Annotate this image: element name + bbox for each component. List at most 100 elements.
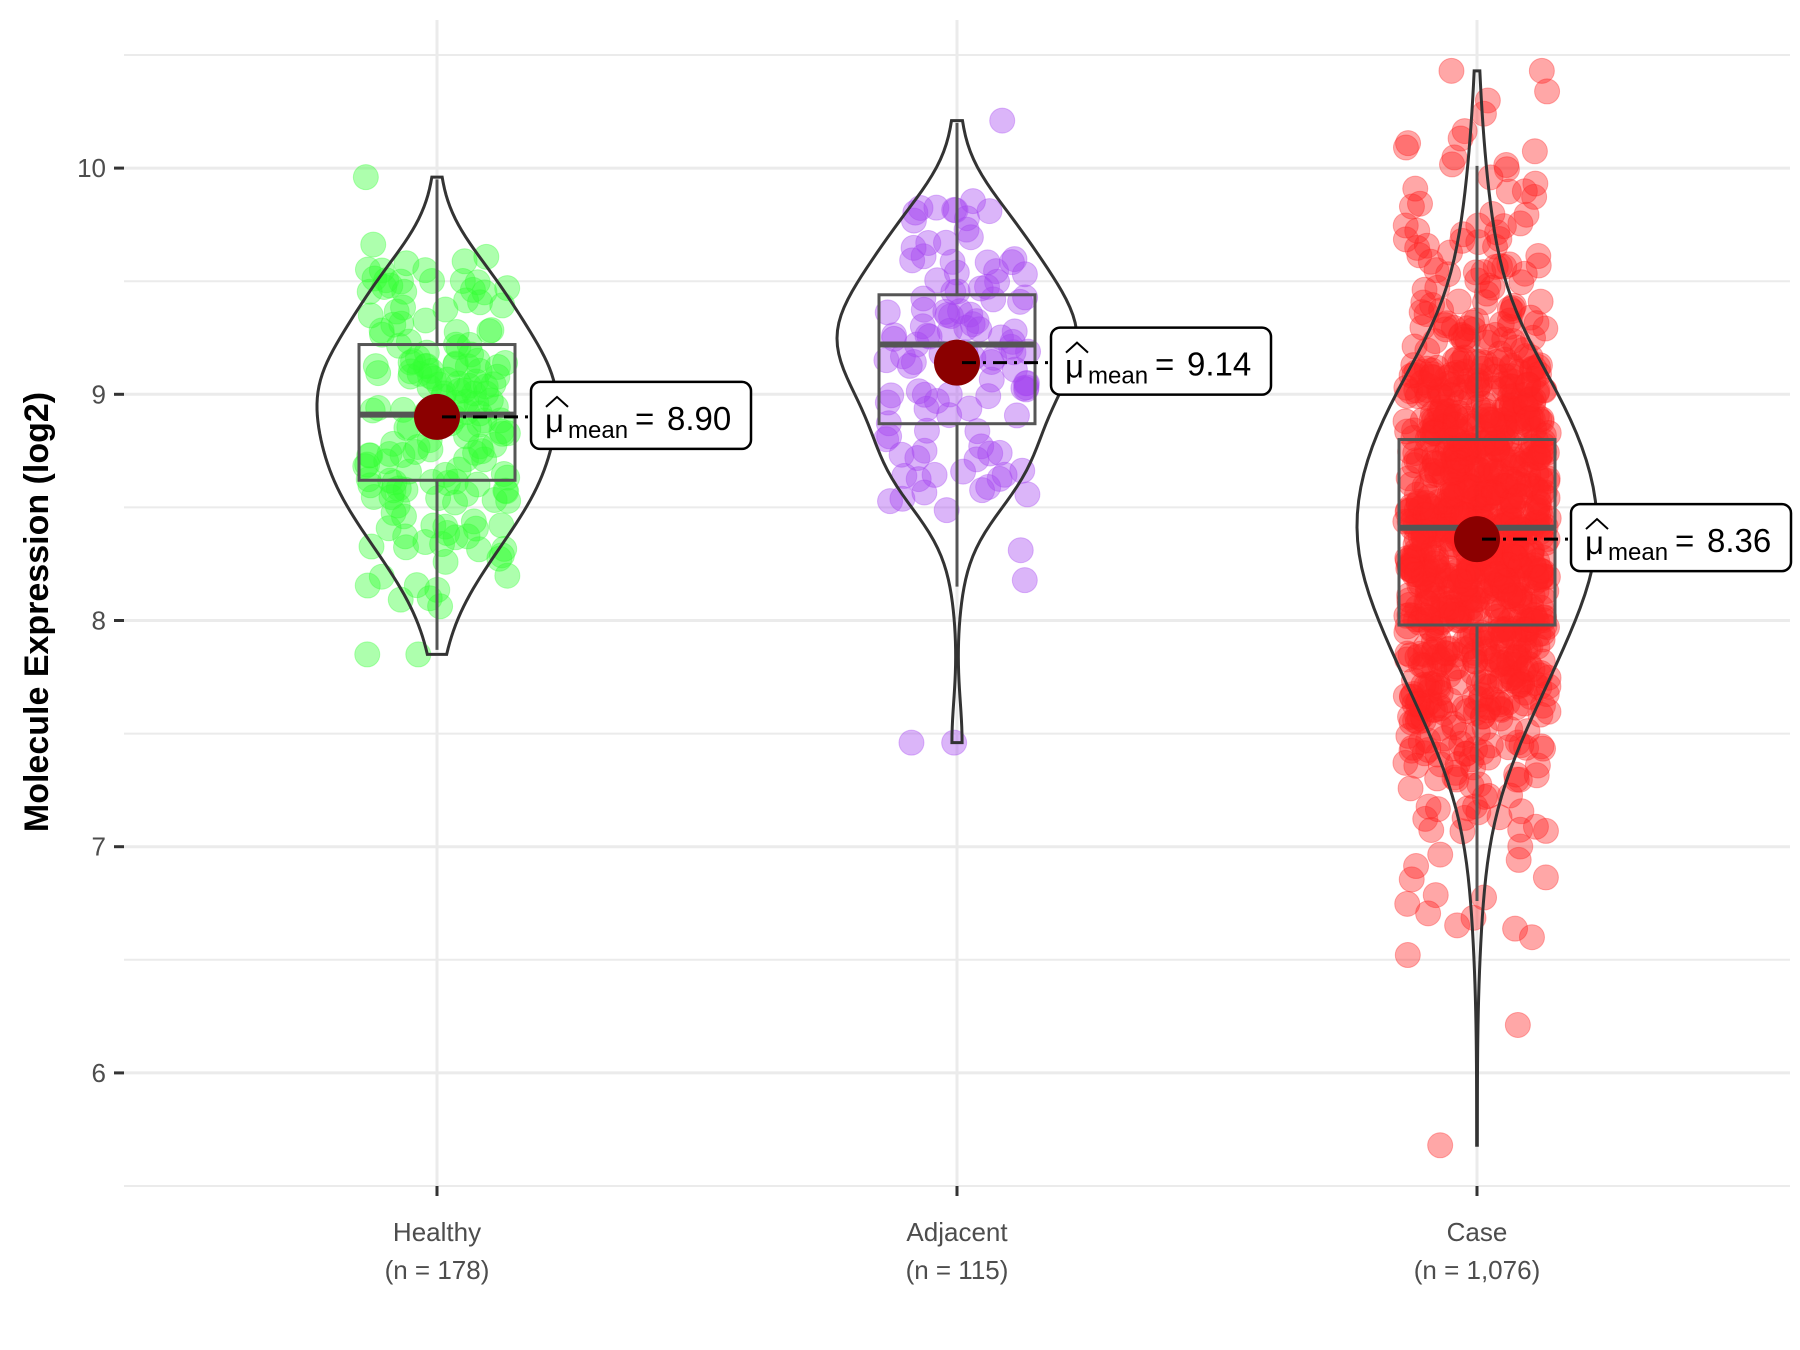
mean-labels: μ mean = 8.90μ mean = 9.14μ mean = 8.36 [529,326,1793,573]
data-point [418,357,445,384]
mu-symbol: μ [1065,348,1084,385]
y-tick-label: 9 [92,379,106,409]
data-point [1395,555,1422,582]
data-point [1406,242,1433,269]
data-point [1524,633,1551,660]
data-point [1405,448,1432,475]
data-point [1424,461,1451,488]
data-point [1499,327,1526,354]
data-point [1403,447,1430,474]
data-point [1500,667,1527,694]
data-point [1441,596,1468,623]
data-point [1398,866,1425,893]
data-point [1418,357,1445,384]
data-point [442,351,469,378]
data-point [1425,450,1452,477]
data-point [1416,418,1443,445]
data-point [1499,664,1526,691]
data-point [1422,882,1449,909]
data-point [1452,571,1479,598]
data-point [881,322,908,349]
data-point [1414,558,1441,585]
data-point [1532,315,1559,342]
data-point [1523,564,1550,591]
data-point [1510,479,1537,506]
data-point [956,395,983,422]
data-point [1420,639,1447,666]
data-point [1400,544,1427,571]
data-point [904,444,931,471]
data-point [1442,484,1469,511]
data-point [1419,361,1446,388]
data-point [1495,178,1522,205]
data-point [900,234,927,261]
data-point [1521,138,1548,165]
data-point [1519,472,1546,499]
data-point [478,317,505,344]
data-point [1464,586,1491,613]
data-point [1402,175,1429,202]
data-point [481,487,508,514]
data-point [957,224,984,251]
data-point [1417,248,1444,275]
data-point [1456,587,1483,614]
data-point [1429,384,1456,411]
data-point [1461,684,1488,711]
data-point [1441,347,1468,374]
data-point [1013,376,1040,403]
data-point [1003,402,1030,429]
data-point [1520,602,1547,629]
data-point [1503,643,1530,670]
data-point [1468,486,1495,513]
data-point [1482,462,1509,489]
data-point [357,302,384,329]
data-point [1467,348,1494,375]
data-point [1441,144,1468,171]
data-point [1392,212,1419,239]
group-adjacent [835,107,1079,756]
data-point [900,349,927,376]
data-point [923,194,950,221]
data-point [1461,454,1488,481]
data-point [1503,571,1530,598]
data-point [392,476,419,503]
data-point [1512,372,1539,399]
data-point [1442,475,1469,502]
data-point [1410,671,1437,698]
data-point [1482,479,1509,506]
data-point [1459,410,1486,437]
mean-label: μ mean = 8.90 [529,380,753,451]
data-point [1436,590,1463,617]
data-point [947,298,974,325]
data-point [1490,407,1517,434]
data-point [1474,697,1501,724]
data-point [1490,551,1517,578]
data-point [905,378,932,405]
data-point [1510,657,1537,684]
data-point [491,535,518,562]
data-point [1515,405,1542,432]
data-point [484,363,511,390]
data-point [1480,478,1507,505]
data-point [1416,579,1443,606]
data-point [1412,633,1439,660]
data-point [463,368,490,395]
data-point [1394,499,1421,526]
data-point [1428,609,1455,636]
data-point [1461,793,1488,820]
data-point [878,382,905,409]
data-point [960,188,987,215]
data-point [1524,547,1551,574]
data-point [412,353,439,380]
data-point [1500,579,1527,606]
data-point [1404,594,1431,621]
data-point [1470,487,1497,514]
data-point [1501,396,1528,423]
data-point [923,387,950,414]
data-point [909,313,936,340]
data-point [1443,641,1470,668]
data-point [1490,213,1517,240]
data-point [1499,535,1526,562]
data-point [1395,722,1422,749]
data-point [941,196,968,223]
